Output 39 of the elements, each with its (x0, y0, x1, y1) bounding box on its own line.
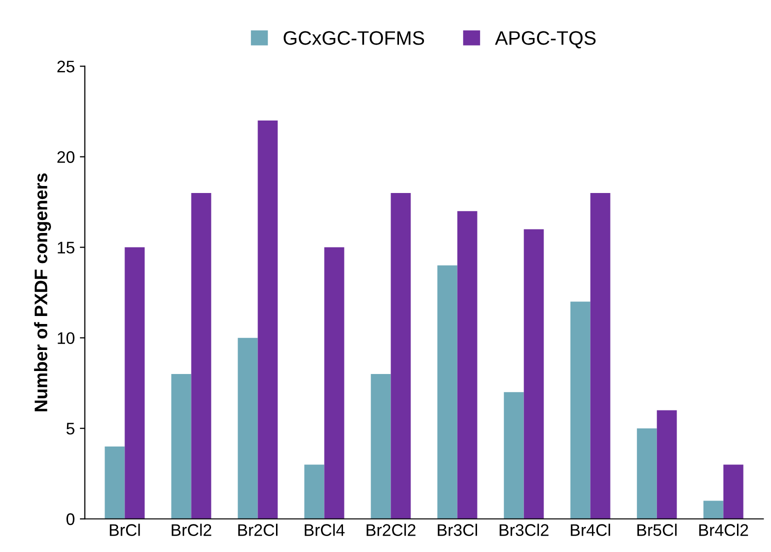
bar (104, 446, 125, 519)
x-tick-label: Br3Cl2 (500, 524, 548, 536)
bar (238, 338, 258, 519)
y-tick-label: 15 (58, 242, 74, 254)
bar (191, 192, 212, 519)
x-tick-label: Br2Cl (238, 524, 278, 536)
bar (437, 265, 458, 519)
x-tick-label: Br5Cl (637, 524, 677, 536)
y-tick-label: 5 (66, 422, 74, 435)
x-tick-label: BrCl2 (172, 524, 212, 536)
bar (636, 428, 657, 519)
bar (723, 464, 744, 519)
bar (570, 302, 590, 519)
bar (590, 192, 610, 519)
y-tick-label: 25 (57, 60, 74, 72)
x-tick-label: Br4Cl2 (699, 524, 748, 536)
x-tick-label: Br3Cl (438, 524, 478, 536)
y-tick-label: 0 (66, 513, 74, 526)
bar (656, 410, 677, 519)
y-tick-label: 20 (57, 151, 74, 163)
legend-label: APGC-TQS (494, 31, 596, 48)
bar (524, 229, 544, 519)
bar (370, 374, 391, 519)
y-axis-title: Number of PXDF congeners (34, 173, 51, 412)
x-tick-label: Br4Cl (570, 524, 610, 536)
bar (390, 192, 411, 519)
bar (703, 500, 724, 519)
bar (124, 247, 145, 519)
x-tick-label: BrCl4 (304, 524, 345, 536)
x-tick-label: BrCl (110, 524, 140, 536)
x-tick-label: Br2Cl2 (366, 524, 416, 536)
bar (304, 464, 324, 519)
bar (258, 120, 278, 519)
y-tick-label: 10 (58, 332, 74, 344)
bar (457, 211, 478, 519)
bar (324, 247, 344, 519)
bar (171, 374, 192, 519)
bar (504, 392, 524, 519)
legend-label: GCxGC-TOFMS (284, 31, 424, 45)
